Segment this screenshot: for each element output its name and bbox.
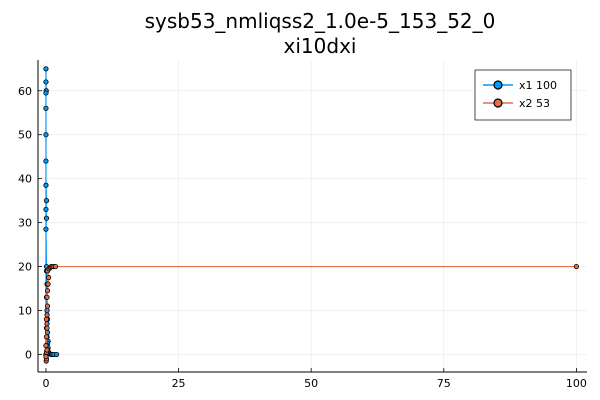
chart-title: sysb53_nmliqss2_1.0e-5_153_52_0: [145, 9, 496, 33]
y-tick-label: 0: [25, 348, 32, 361]
data-point: [52, 263, 59, 270]
data-point: [43, 354, 49, 360]
plot-area: [43, 66, 579, 364]
data-point: [44, 312, 50, 318]
data-point: [43, 132, 49, 138]
legend: x1 100 x2 53: [474, 69, 572, 121]
data-point: [44, 347, 50, 353]
tick-labels: 0 25 50 75 100 0 10 20 30 40 50 60: [18, 85, 587, 390]
data-point: [43, 198, 50, 204]
data-point: [43, 206, 49, 213]
chart-subtitle: xi10dxi: [284, 34, 357, 58]
grid: [38, 60, 587, 372]
data-point: [43, 316, 50, 322]
data-point: [43, 334, 50, 340]
y-tick-label: 20: [18, 261, 32, 274]
legend-marker: [493, 98, 503, 108]
data-point: [573, 263, 579, 270]
legend-box: [474, 69, 572, 121]
data-point: [43, 158, 49, 164]
data-point: [43, 182, 49, 188]
data-point: [44, 303, 51, 309]
y-tick-label: 10: [18, 304, 32, 317]
x-tick-label: 75: [437, 377, 451, 390]
data-point: [43, 90, 49, 96]
data-point: [44, 329, 51, 336]
data-point: [53, 351, 60, 358]
data-point: [43, 66, 49, 72]
x-tick-label: 0: [42, 377, 49, 390]
legend-label: x2 53: [519, 97, 550, 110]
data-point: [44, 325, 50, 331]
x-tick-label: 25: [172, 377, 186, 390]
data-point: [44, 288, 51, 294]
data-point: [46, 274, 52, 281]
data-point: [45, 281, 51, 287]
y-tick-label: 40: [18, 173, 32, 186]
y-tick-label: 50: [18, 129, 32, 142]
data-point: [43, 105, 49, 111]
legend-marker: [493, 80, 503, 90]
series-2: [43, 263, 579, 364]
data-point: [44, 294, 50, 300]
data-point: [43, 215, 50, 221]
data-point: [43, 226, 49, 232]
y-tick-label: 30: [18, 217, 32, 230]
x-tick-label: 100: [566, 377, 587, 390]
data-point: [43, 79, 49, 85]
x-tick-label: 50: [304, 377, 318, 390]
axes: [37, 60, 587, 373]
y-tick-label: 60: [18, 85, 32, 98]
data-point: [43, 343, 49, 349]
legend-label: x1 100: [519, 79, 557, 92]
